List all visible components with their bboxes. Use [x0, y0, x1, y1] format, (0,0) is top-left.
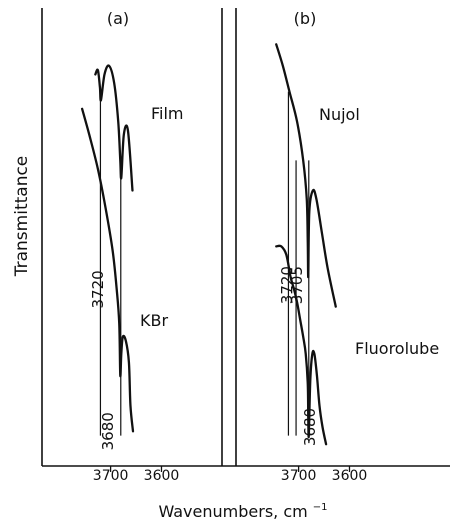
- x-tick-label: 3700: [281, 468, 317, 484]
- wavenumber-annotation: 3705: [288, 266, 306, 304]
- series-label-fluorolube: Fluorolube: [355, 339, 439, 358]
- panel-label-a: (a): [107, 9, 129, 28]
- x-tick-label: 3600: [144, 468, 180, 484]
- series-line-film: [94, 64, 134, 192]
- series-line-nujol: [275, 43, 337, 308]
- series-line-fluorolube: [275, 244, 328, 446]
- x-tick-label: 3600: [332, 468, 368, 484]
- wavenumber-annotation: 3680: [301, 408, 319, 446]
- panel-label-b: (b): [294, 9, 317, 28]
- series-label-nujol: Nujol: [319, 105, 360, 124]
- x-axis-label-main: Wavenumbers, cm: [158, 502, 307, 521]
- x-axis-label: Wavenumbers, cm −1: [158, 502, 327, 521]
- series-line-kbr: [80, 107, 135, 433]
- wavenumber-annotation: 3720: [278, 266, 296, 304]
- series-label-kbr: KBr: [140, 311, 168, 330]
- wavenumber-annotation: 3720: [89, 270, 107, 308]
- series-label-film: Film: [151, 104, 184, 123]
- wavenumber-annotation: 3680: [99, 412, 117, 450]
- x-axis-label-superscript: −1: [313, 502, 328, 513]
- plot-layer: (a) 3700 3600 Film KBr 3720 3680 (b) 3700 3600 Nuj…: [80, 9, 439, 484]
- y-axis-label: Transmittance: [12, 156, 32, 278]
- x-tick-label: 3700: [93, 468, 129, 484]
